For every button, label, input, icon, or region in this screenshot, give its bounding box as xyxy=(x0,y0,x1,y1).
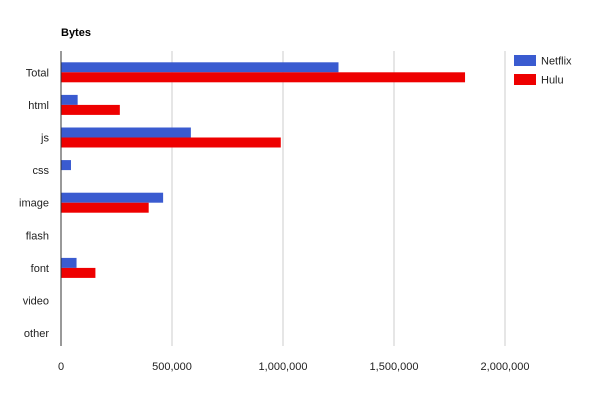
x-tick-label: 1,000,000 xyxy=(259,361,308,373)
bar-hulu-font xyxy=(61,267,96,278)
bar-hulu-image xyxy=(61,202,149,213)
category-label: Total xyxy=(26,67,49,79)
chart-title: Bytes xyxy=(61,27,91,39)
bar-netflix-html xyxy=(61,94,78,105)
bar-netflix-js xyxy=(61,127,191,138)
legend-swatch xyxy=(514,74,536,85)
legend-swatch xyxy=(514,55,536,66)
legend-label: Netflix xyxy=(541,56,572,68)
x-tick-label: 500,000 xyxy=(152,361,192,373)
legend-label: Hulu xyxy=(541,75,564,87)
category-label: video xyxy=(23,296,49,308)
category-label: css xyxy=(33,165,50,177)
bar-netflix-font xyxy=(61,257,77,268)
category-label: html xyxy=(28,100,49,112)
bar-netflix-image xyxy=(61,192,164,203)
bar-hulu-total xyxy=(61,72,466,83)
category-label: image xyxy=(19,198,49,210)
category-label: js xyxy=(40,133,49,145)
category-labels: Total html js css image flash font video other xyxy=(19,67,49,340)
category-label: font xyxy=(31,263,49,275)
x-tick-label: 0 xyxy=(58,361,64,373)
x-tick-label: 1,500,000 xyxy=(370,361,419,373)
legend: Netflix Hulu xyxy=(514,55,572,87)
category-label: flash xyxy=(26,230,49,242)
bar-netflix-css xyxy=(61,160,71,171)
category-label: other xyxy=(24,328,49,340)
x-tick-label: 2,000,000 xyxy=(481,361,530,373)
bar-hulu-html xyxy=(61,104,120,115)
bar-hulu-js xyxy=(61,137,281,148)
x-axis-tick-labels: 0 500,000 1,000,000 1,500,000 2,000,000 xyxy=(58,361,530,373)
bars xyxy=(61,62,466,278)
bar-netflix-total xyxy=(61,62,339,73)
gridlines xyxy=(171,51,506,346)
